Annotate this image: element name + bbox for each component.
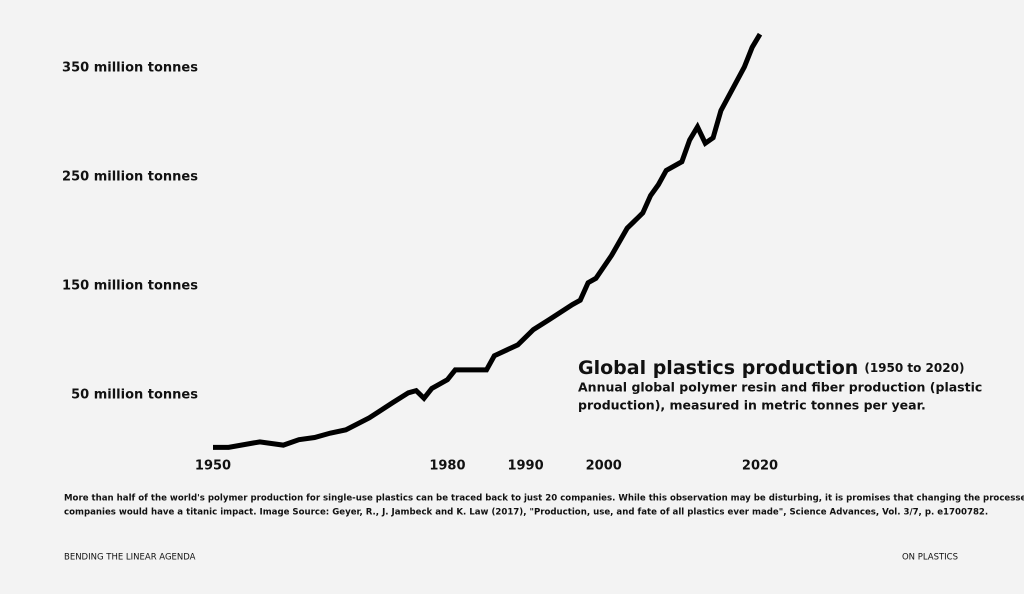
y-tick-label: 50 million tonnes bbox=[71, 388, 198, 403]
period: (1950 to 2020) bbox=[864, 361, 964, 375]
description: production), measured in metric tonnes p… bbox=[578, 398, 926, 413]
x-tick-label: 1980 bbox=[429, 459, 465, 474]
chart-title: Global plastics production (1950 to 2020) bbox=[578, 357, 964, 379]
y-tick-label: 250 million tonnes bbox=[62, 170, 198, 185]
footer-right: ON PLASTICS bbox=[902, 553, 958, 563]
title: Global plastics production bbox=[578, 357, 858, 379]
x-tick-label: 2000 bbox=[586, 459, 622, 474]
y-tick-label: 350 million tonnes bbox=[62, 61, 198, 76]
footnote: companies would have a titanic impact. I… bbox=[64, 508, 988, 518]
line bbox=[213, 32, 763, 450]
y-tick-label: 150 million tonnes bbox=[62, 279, 198, 294]
x-tick-label: 1990 bbox=[507, 459, 543, 474]
x-tick-label: 2020 bbox=[742, 459, 778, 474]
description: Annual global polymer resin and fiber pr… bbox=[578, 380, 982, 395]
footer-left: BENDING THE LINEAR AGENDA bbox=[64, 553, 196, 563]
x-tick-label: 1950 bbox=[195, 459, 231, 474]
footnote: More than half of the world's polymer pr… bbox=[64, 494, 1024, 504]
